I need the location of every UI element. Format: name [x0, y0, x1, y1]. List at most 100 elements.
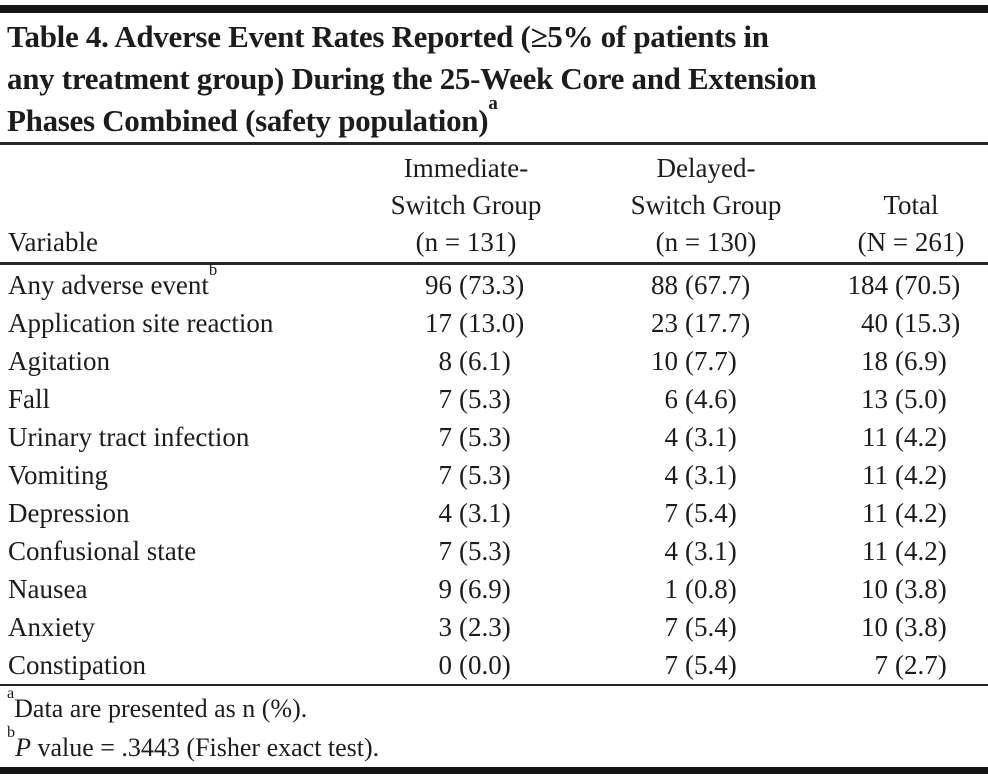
cell-percent: (5.3): [459, 422, 511, 452]
cell-percent: (5.4): [685, 650, 737, 680]
table-row: Depression 4 (3.1) 7 (5.4) 11 (4.2): [0, 494, 988, 532]
cell-count: 7: [874, 650, 889, 680]
rule-under-title: [0, 142, 988, 145]
cell-immediate-switch: 7 (5.3): [354, 380, 578, 418]
cell-count: 10: [861, 574, 888, 604]
column-header-total: Total (N = 261): [857, 190, 965, 257]
cell-count: 23: [651, 308, 678, 338]
rule-under-header: [0, 262, 988, 265]
cell-total: 13 (5.0): [834, 380, 988, 418]
table-title-line2: any treatment group) During the 25-Week …: [7, 61, 817, 96]
cell-percent: (3.1): [459, 498, 511, 528]
row-label: Agitation: [8, 346, 110, 376]
cell-delayed-switch: 4 (3.1): [578, 532, 834, 570]
cell-count: 40: [861, 308, 888, 338]
cell-delayed-switch: 4 (3.1): [578, 418, 834, 456]
cell-percent: (5.3): [459, 384, 511, 414]
cell-count: 0: [438, 650, 453, 680]
table-row: Agitation 8 (6.1) 10 (7.7) 18 (6.9): [0, 342, 988, 380]
cell-delayed-switch: 10 (7.7): [578, 342, 834, 380]
cell-immediate-switch: 96 (73.3): [354, 266, 578, 304]
cell-percent: (4.2): [895, 460, 947, 490]
footnote-a: aData are presented as n (%).: [7, 685, 308, 723]
cell-percent: (4.6): [685, 384, 737, 414]
cell-count: 4: [664, 422, 679, 452]
cell-count: 11: [862, 460, 888, 490]
table-row: Anxiety 3 (2.3) 7 (5.4) 10 (3.8): [0, 608, 988, 646]
table-title: Table 4. Adverse Event Rates Reported (≥…: [7, 16, 817, 142]
cell-count: 8: [438, 346, 453, 376]
table-row: Vomiting 7 (5.3) 4 (3.1) 11 (4.2): [0, 456, 988, 494]
cell-delayed-switch: 7 (5.4): [578, 494, 834, 532]
cell-count: 11: [862, 536, 888, 566]
row-label: Urinary tract infection: [8, 422, 250, 452]
table-row: Nausea 9 (6.9) 1 (0.8) 10 (3.8): [0, 570, 988, 608]
cell-count: 4: [438, 498, 453, 528]
cell-count: 7: [438, 384, 453, 414]
cell-percent: (7.7): [685, 346, 737, 376]
cell-percent: (3.1): [685, 460, 737, 490]
row-label: Fall: [8, 384, 51, 414]
cell-count: 4: [664, 460, 679, 490]
cell-percent: (67.7): [685, 270, 751, 300]
cell-percent: (6.1): [459, 346, 511, 376]
cell-immediate-switch: 3 (2.3): [354, 608, 578, 646]
cell-count: 184: [847, 270, 889, 300]
table-row: Application site reaction 17 (13.0) 23 (17…: [0, 304, 988, 342]
cell-percent: (3.1): [685, 536, 737, 566]
cell-count: 96: [425, 270, 452, 300]
cell-count: 7: [664, 650, 679, 680]
cell-percent: (5.3): [459, 460, 511, 490]
table-title-line3: Phases Combined (safety population)a: [7, 93, 498, 138]
cell-percent: (15.3): [895, 308, 961, 338]
cell-count: 88: [651, 270, 678, 300]
cell-count: 13: [861, 384, 888, 414]
cell-percent: (3.1): [685, 422, 737, 452]
cell-delayed-switch: 7 (5.4): [578, 608, 834, 646]
cell-immediate-switch: 8 (6.1): [354, 342, 578, 380]
table-row: Any adverse eventb 96 (73.3) 88 (67.7) 184…: [0, 259, 988, 304]
rule-above-footnotes: [0, 684, 988, 686]
row-label: Confusional state: [8, 536, 197, 566]
cell-count: 9: [438, 574, 453, 604]
cell-count: 4: [664, 536, 679, 566]
cell-count: 7: [664, 498, 679, 528]
cell-count: 18: [861, 346, 888, 376]
row-label: Depression: [8, 498, 130, 528]
cell-percent: (4.2): [895, 422, 947, 452]
cell-immediate-switch: 7 (5.3): [354, 418, 578, 456]
cell-percent: (5.4): [685, 612, 737, 642]
cell-immediate-switch: 4 (3.1): [354, 494, 578, 532]
cell-percent: (2.3): [459, 612, 511, 642]
cell-immediate-switch: 7 (5.3): [354, 456, 578, 494]
row-label: Vomiting: [8, 460, 109, 490]
cell-total: 40 (15.3): [834, 304, 988, 342]
bottom-heavy-rule: [0, 767, 988, 774]
table-row: Urinary tract infection 7 (5.3) 4 (3.1) 11…: [0, 418, 988, 456]
cell-total: 184 (70.5): [834, 266, 988, 304]
cell-total: 11 (4.2): [834, 532, 988, 570]
cell-count: 11: [862, 422, 888, 452]
cell-count: 11: [862, 498, 888, 528]
cell-percent: (5.4): [685, 498, 737, 528]
cell-count: 1: [664, 574, 679, 604]
cell-percent: (4.2): [895, 498, 947, 528]
cell-delayed-switch: 6 (4.6): [578, 380, 834, 418]
cell-count: 7: [438, 422, 453, 452]
cell-immediate-switch: 7 (5.3): [354, 532, 578, 570]
footnote-b: bP value = .3443 (Fisher exact test).: [7, 724, 380, 762]
column-header-delayed-switch-group: Delayed- Switch Group (n = 130): [630, 153, 782, 257]
cell-percent: (6.9): [459, 574, 511, 604]
cell-delayed-switch: 4 (3.1): [578, 456, 834, 494]
footnotes: aData are presented as n (%). bP value =…: [7, 685, 380, 767]
cell-percent: (73.3): [459, 270, 525, 300]
cell-percent: (2.7): [895, 650, 947, 680]
row-label: Any adverse eventb: [8, 259, 218, 300]
cell-percent: (3.8): [895, 612, 947, 642]
row-label: Nausea: [8, 574, 88, 604]
cell-count: 10: [861, 612, 888, 642]
row-footnote-marker: b: [208, 259, 218, 279]
table-row: Constipation 0 (0.0) 7 (5.4) 7 (2.7): [0, 646, 988, 684]
cell-percent: (0.8): [685, 574, 737, 604]
